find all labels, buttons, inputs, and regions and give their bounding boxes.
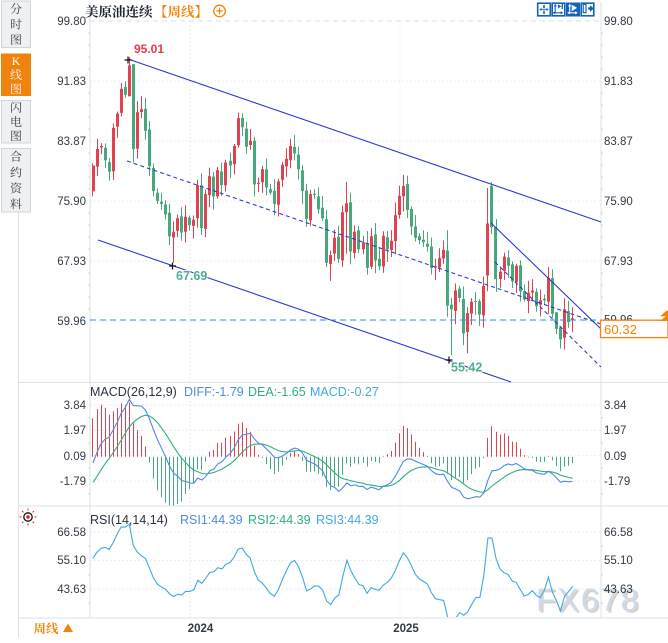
svg-text:MACD:-0.27: MACD:-0.27 bbox=[310, 385, 379, 399]
svg-text:99.80: 99.80 bbox=[57, 16, 86, 28]
svg-text:RSI3:44.39: RSI3:44.39 bbox=[316, 513, 379, 527]
svg-text:3.84: 3.84 bbox=[64, 400, 87, 412]
svg-text:55.10: 55.10 bbox=[57, 555, 86, 567]
svg-text:66.58: 66.58 bbox=[57, 527, 86, 539]
svg-text:95.01: 95.01 bbox=[134, 42, 164, 56]
svg-text:91.83: 91.83 bbox=[604, 76, 633, 88]
svg-text:1.97: 1.97 bbox=[604, 425, 626, 437]
svg-text:59.96: 59.96 bbox=[57, 316, 86, 328]
svg-text:0.09: 0.09 bbox=[64, 451, 86, 463]
svg-text:66.58: 66.58 bbox=[604, 527, 633, 539]
svg-text:RSI1:44.39: RSI1:44.39 bbox=[180, 513, 243, 527]
svg-text:83.87: 83.87 bbox=[604, 136, 633, 148]
svg-text:MACD(26,12,9): MACD(26,12,9) bbox=[90, 385, 177, 399]
svg-text:67.93: 67.93 bbox=[604, 256, 633, 268]
svg-text:60.32: 60.32 bbox=[604, 322, 637, 337]
svg-text:-1.79: -1.79 bbox=[604, 476, 630, 488]
svg-text:75.90: 75.90 bbox=[604, 196, 633, 208]
svg-text:-1.79: -1.79 bbox=[60, 476, 86, 488]
svg-text:2024: 2024 bbox=[188, 623, 214, 635]
svg-text:67.69: 67.69 bbox=[176, 269, 207, 283]
svg-text:43.63: 43.63 bbox=[604, 584, 633, 596]
svg-text:43.63: 43.63 bbox=[57, 584, 86, 596]
svg-text:1.97: 1.97 bbox=[64, 425, 86, 437]
svg-text:67.93: 67.93 bbox=[57, 256, 86, 268]
svg-text:99.80: 99.80 bbox=[604, 16, 633, 28]
svg-text:3.84: 3.84 bbox=[604, 400, 627, 412]
svg-text:DEA:-1.65: DEA:-1.65 bbox=[248, 385, 306, 399]
svg-text:K: K bbox=[12, 56, 21, 68]
svg-text:DIFF:-1.79: DIFF:-1.79 bbox=[184, 385, 244, 399]
svg-text:83.87: 83.87 bbox=[57, 136, 86, 148]
svg-text:55.10: 55.10 bbox=[604, 555, 633, 567]
svg-text:75.90: 75.90 bbox=[57, 196, 86, 208]
svg-text:91.83: 91.83 bbox=[57, 76, 86, 88]
svg-text:2025: 2025 bbox=[393, 623, 419, 635]
svg-text:55.42: 55.42 bbox=[451, 361, 482, 375]
svg-text:RSI2:44.39: RSI2:44.39 bbox=[248, 513, 311, 527]
svg-text:0.09: 0.09 bbox=[604, 451, 626, 463]
